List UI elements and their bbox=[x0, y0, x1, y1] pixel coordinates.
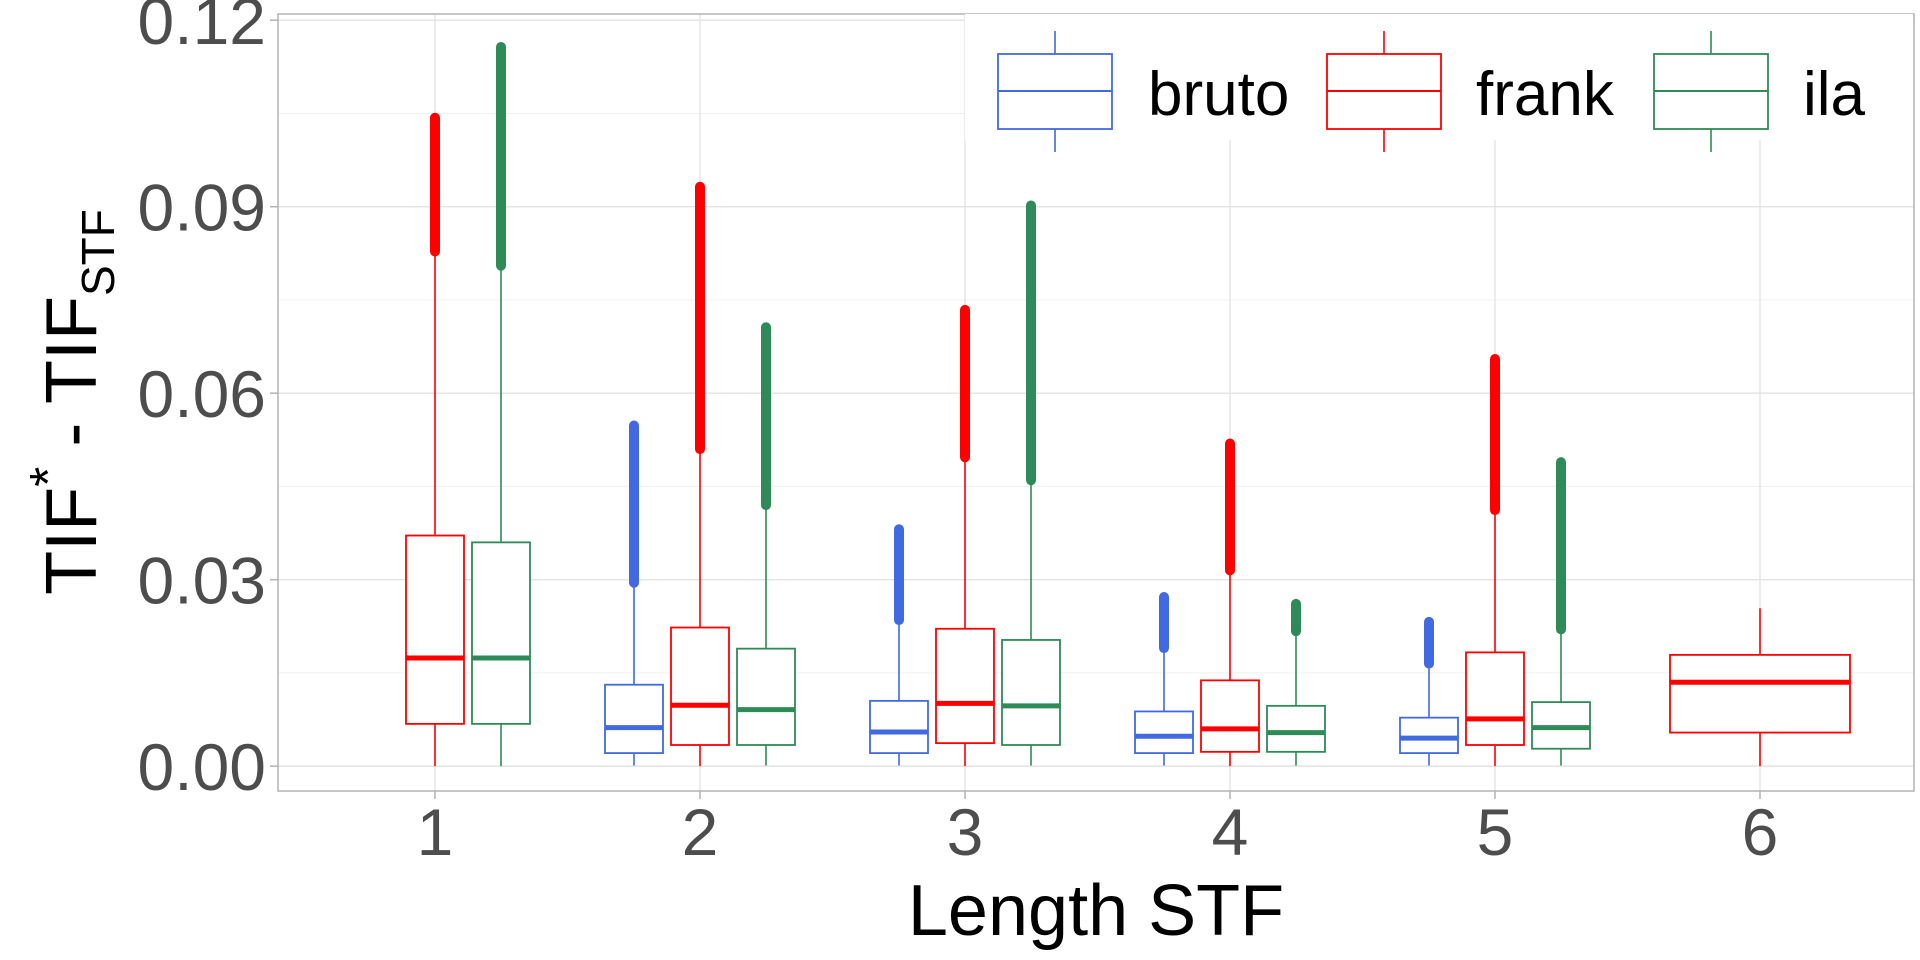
legend-label-ila: ila bbox=[1803, 60, 1866, 129]
y-tick-label: 0.06 bbox=[138, 357, 266, 431]
box-iqr bbox=[405, 534, 465, 725]
box-iqr bbox=[1465, 651, 1525, 746]
box-iqr bbox=[1399, 716, 1459, 754]
box-frank-3 bbox=[935, 304, 995, 767]
box-iqr bbox=[869, 699, 929, 754]
svg-text:TIF* - TIFSTF: TIF* - TIFSTF bbox=[20, 209, 124, 595]
x-tick-label: 3 bbox=[947, 795, 984, 869]
x-tick-label: 2 bbox=[682, 795, 719, 869]
box-ila-3 bbox=[1001, 200, 1061, 766]
box-iqr bbox=[1134, 710, 1194, 754]
y-tick-label: 0.09 bbox=[138, 171, 266, 245]
x-tick-label: 5 bbox=[1477, 795, 1514, 869]
legend-key-bruto bbox=[997, 31, 1113, 152]
x-axis-ticks: 1 2 3 4 5 6 bbox=[417, 791, 1779, 869]
box-iqr bbox=[935, 627, 995, 745]
x-tick-label: 4 bbox=[1212, 795, 1249, 869]
y-axis-title: TIF* - TIFSTF bbox=[20, 209, 124, 595]
box-frank-5 bbox=[1465, 353, 1525, 767]
legend-label-frank: frank bbox=[1476, 60, 1615, 129]
x-axis-title: Length STF bbox=[908, 871, 1284, 951]
box-frank-4 bbox=[1200, 438, 1260, 767]
legend: bruto frank ila bbox=[965, 14, 1913, 152]
box-iqr bbox=[670, 626, 730, 746]
box-frank-2 bbox=[670, 181, 730, 767]
y-axis-title-sub: STF bbox=[72, 209, 124, 296]
y-axis-title-mid: - TIF bbox=[32, 296, 112, 467]
box-bruto-5 bbox=[1399, 616, 1459, 766]
legend-label-bruto: bruto bbox=[1148, 60, 1289, 129]
box-ila-1 bbox=[471, 41, 531, 767]
legend-key-ila bbox=[1653, 31, 1769, 152]
box-ila-5 bbox=[1531, 457, 1591, 766]
y-tick-label: 0.03 bbox=[138, 544, 266, 618]
box-ila-4 bbox=[1266, 598, 1326, 766]
box-iqr bbox=[604, 683, 664, 754]
box-iqr bbox=[1001, 639, 1061, 746]
box-frank-1 bbox=[405, 112, 465, 767]
legend-key-frank bbox=[1326, 31, 1442, 152]
box-iqr bbox=[471, 541, 531, 725]
box-iqr bbox=[1200, 679, 1260, 753]
y-tick-label: 0.12 bbox=[138, 0, 266, 58]
y-axis-title-base: TIF bbox=[32, 487, 112, 595]
box-ila-2 bbox=[736, 322, 796, 766]
y-axis-ticks: 0.00 0.03 0.06 0.09 0.12 bbox=[138, 0, 278, 804]
box-iqr bbox=[1669, 653, 1851, 734]
box-iqr bbox=[1266, 704, 1326, 753]
x-tick-label: 1 bbox=[417, 795, 454, 869]
x-tick-label: 6 bbox=[1742, 795, 1779, 869]
box-frank-6 bbox=[1669, 608, 1851, 767]
y-tick-label: 0.00 bbox=[138, 730, 266, 804]
box-bruto-2 bbox=[604, 420, 664, 766]
box-series bbox=[405, 41, 1851, 767]
box-bruto-4 bbox=[1134, 592, 1194, 766]
y-axis-title-sup: * bbox=[20, 467, 78, 487]
box-iqr bbox=[736, 647, 796, 746]
box-bruto-3 bbox=[869, 524, 929, 766]
